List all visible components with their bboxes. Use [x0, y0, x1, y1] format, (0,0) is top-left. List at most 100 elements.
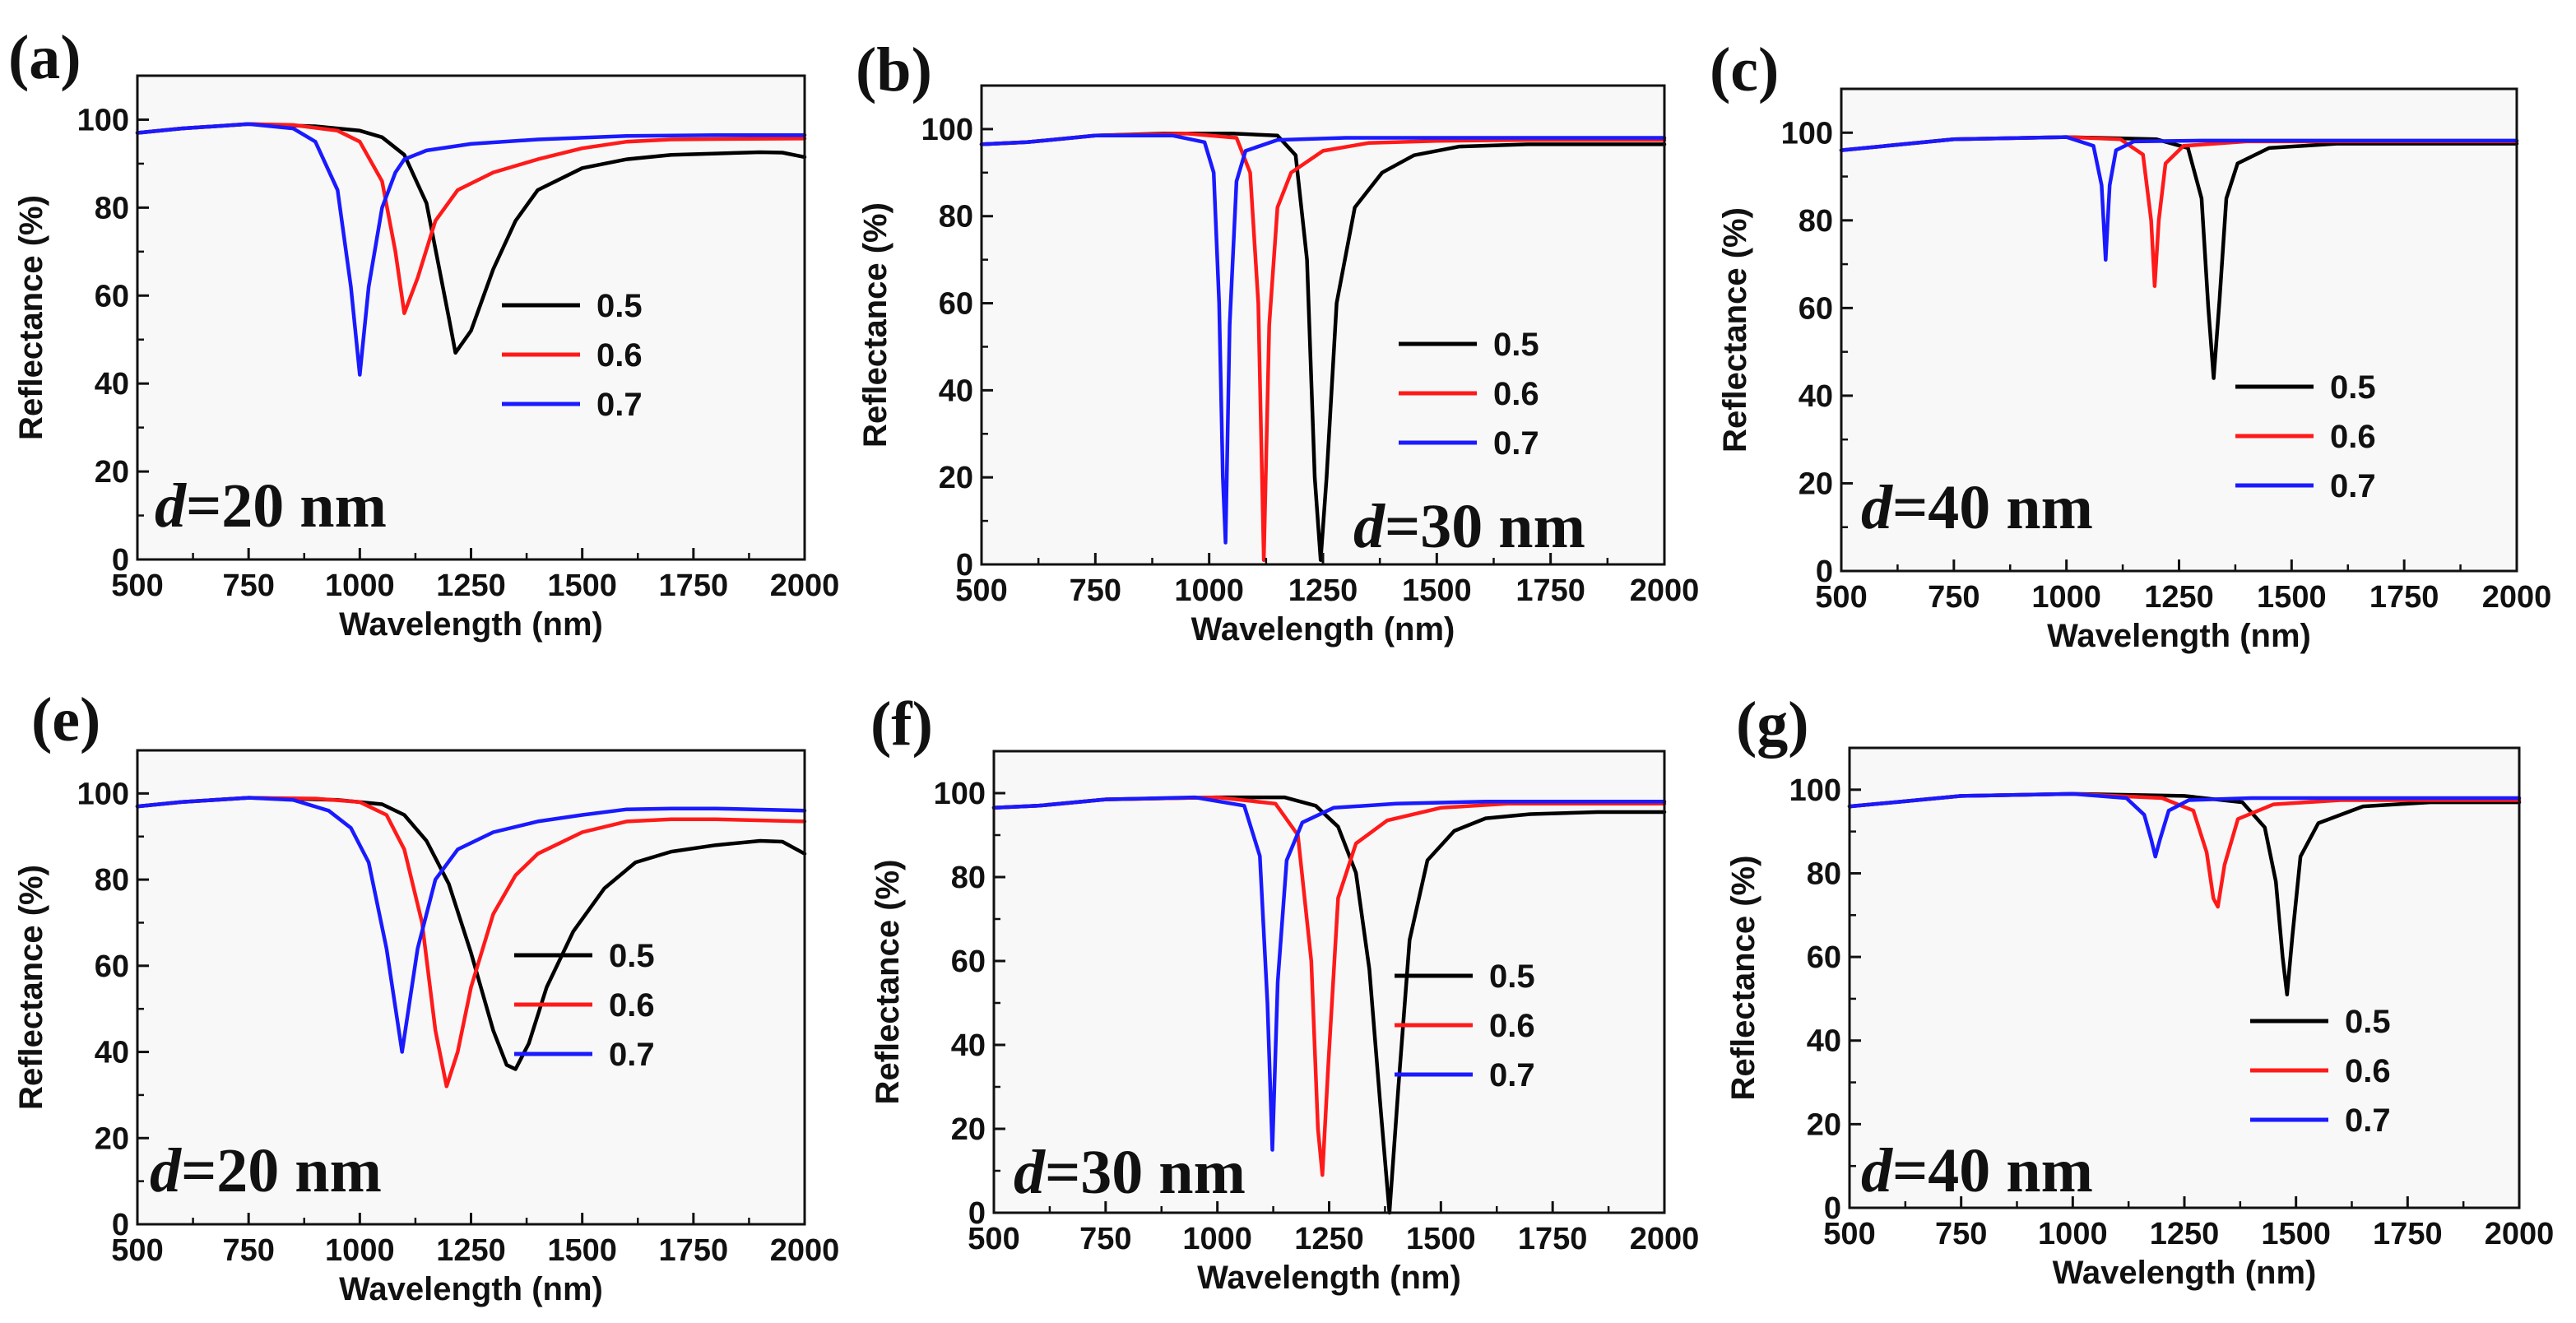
- y-tick-label: 20: [95, 1121, 129, 1156]
- x-tick-label: 1250: [1288, 573, 1358, 608]
- x-tick-label: 500: [111, 569, 163, 603]
- panel-label: (c): [1710, 35, 1779, 104]
- x-axis-title: Wavelength (nm): [339, 1271, 603, 1307]
- thickness-annotation: d=40 nm: [1861, 1136, 2093, 1205]
- y-tick-label: 40: [939, 374, 973, 408]
- x-tick-label: 1750: [659, 569, 729, 603]
- plot-area: [982, 86, 1664, 564]
- y-tick-label: 80: [95, 863, 129, 898]
- legend-label-0.7: 0.7: [2345, 1102, 2391, 1139]
- x-axis-title: Wavelength (nm): [2053, 1255, 2317, 1291]
- panel-label: (f): [870, 689, 933, 759]
- y-tick-label: 100: [934, 777, 986, 811]
- y-tick-label: 60: [939, 287, 973, 322]
- series-line-0.7: [979, 133, 1667, 545]
- x-axis-title: Wavelength (nm): [2047, 618, 2311, 654]
- x-tick-label: 1000: [2038, 1217, 2108, 1251]
- panel-label: (b): [856, 35, 932, 104]
- y-tick-label: 40: [1807, 1024, 1841, 1059]
- x-tick-label: 1250: [1294, 1222, 1364, 1256]
- x-tick-label: 1500: [547, 1233, 617, 1268]
- x-tick-label: 750: [222, 569, 274, 603]
- y-tick-label: 40: [951, 1028, 986, 1063]
- y-tick-label: 80: [939, 200, 973, 234]
- x-axis-title: Wavelength (nm): [1197, 1260, 1461, 1296]
- x-tick-label: 1500: [2257, 580, 2327, 615]
- panel-label: (a): [8, 23, 81, 92]
- x-tick-label: 2000: [1630, 1222, 1700, 1256]
- legend-label-0.7: 0.7: [596, 387, 643, 423]
- x-tick-label: 2000: [770, 569, 840, 603]
- x-tick-label: 1000: [2031, 580, 2101, 615]
- series-line-0.7: [1847, 791, 2522, 859]
- y-tick-label: 0: [956, 548, 973, 583]
- y-tick-label: 60: [1799, 291, 1833, 326]
- y-tick-label: 60: [951, 945, 986, 979]
- x-tick-label: 2000: [770, 1233, 840, 1268]
- x-tick-label: 1000: [325, 569, 395, 603]
- y-tick-label: 100: [77, 777, 129, 811]
- d-value: =40 nm: [1892, 473, 2093, 542]
- legend-label-0.6: 0.6: [596, 337, 643, 374]
- x-tick-label: 1750: [1518, 1222, 1588, 1256]
- x-axis-title: Wavelength (nm): [1191, 611, 1455, 648]
- x-tick-label: 500: [1823, 1217, 1875, 1251]
- y-tick-label: 0: [112, 543, 129, 578]
- legend-label-0.7: 0.7: [1489, 1057, 1535, 1093]
- y-tick-label: 40: [95, 367, 129, 402]
- x-tick-label: 500: [111, 1233, 163, 1268]
- x-tick-label: 500: [955, 573, 1007, 608]
- y-axis-title: Reflectance (%): [857, 202, 893, 448]
- x-tick-label: 1500: [1406, 1222, 1476, 1256]
- x-tick-label: 1500: [547, 569, 617, 603]
- y-tick-label: 60: [95, 949, 129, 984]
- d-symbol: d: [1861, 1136, 1893, 1205]
- x-tick-label: 2000: [2482, 580, 2552, 615]
- d-symbol: d: [155, 471, 187, 541]
- d-symbol: d: [1861, 473, 1893, 542]
- series-line-0.7: [135, 122, 807, 377]
- d-symbol: d: [1353, 492, 1385, 561]
- y-axis-title: Reflectance (%): [13, 195, 49, 440]
- y-tick-label: 100: [921, 113, 973, 147]
- d-value: =30 nm: [1385, 492, 1585, 561]
- x-tick-label: 1250: [2150, 1217, 2220, 1251]
- legend-label-0.5: 0.5: [609, 938, 655, 974]
- chart-panel-1: 500 750 1000 1250 1500 1750 2000 0 20 40 60 80 100 Wa…: [8, 23, 839, 643]
- y-axis-title: Reflectance (%): [13, 865, 49, 1110]
- legend-label-0.7: 0.7: [2330, 468, 2376, 504]
- y-tick-label: 80: [1807, 856, 1841, 891]
- legend-label-0.5: 0.5: [2330, 369, 2376, 406]
- x-tick-label: 1750: [659, 1233, 729, 1268]
- x-tick-label: 1750: [2373, 1217, 2443, 1251]
- legend-label-0.7: 0.7: [1493, 425, 1539, 462]
- series-line-0.6: [135, 122, 807, 315]
- legend-label-0.6: 0.6: [2330, 419, 2376, 455]
- chart-panel-5: 500 750 1000 1250 1500 1750 2000 0 20 40 60 80 100 Wa…: [870, 689, 1699, 1296]
- y-tick-label: 0: [968, 1196, 986, 1231]
- x-tick-label: 1250: [436, 569, 506, 603]
- x-tick-label: 1250: [2144, 580, 2214, 615]
- x-tick-label: 750: [1079, 1222, 1131, 1256]
- panel-label: (e): [31, 685, 100, 754]
- x-tick-label: 1500: [1402, 573, 1472, 608]
- thickness-annotation: d=30 nm: [1014, 1138, 1246, 1207]
- thickness-annotation: d=20 nm: [150, 1136, 382, 1205]
- x-tick-label: 500: [1815, 580, 1867, 615]
- legend-label-0.6: 0.6: [1493, 376, 1539, 412]
- y-tick-label: 20: [1799, 467, 1833, 501]
- x-tick-label: 750: [222, 1233, 274, 1268]
- x-tick-label: 1250: [436, 1233, 506, 1268]
- x-tick-label: 1000: [1174, 573, 1244, 608]
- d-value: =40 nm: [1892, 1136, 2093, 1205]
- x-tick-label: 750: [1928, 580, 1980, 615]
- y-axis-title: Reflectance (%): [1725, 856, 1761, 1101]
- y-tick-label: 0: [1824, 1191, 1841, 1226]
- series-line-0.7: [135, 796, 807, 1054]
- y-tick-label: 100: [1781, 116, 1833, 151]
- x-tick-label: 500: [968, 1222, 1019, 1256]
- series-line-0.7: [1839, 135, 2519, 262]
- legend-label-0.5: 0.5: [1493, 327, 1539, 363]
- y-axis-title: Reflectance (%): [870, 860, 906, 1105]
